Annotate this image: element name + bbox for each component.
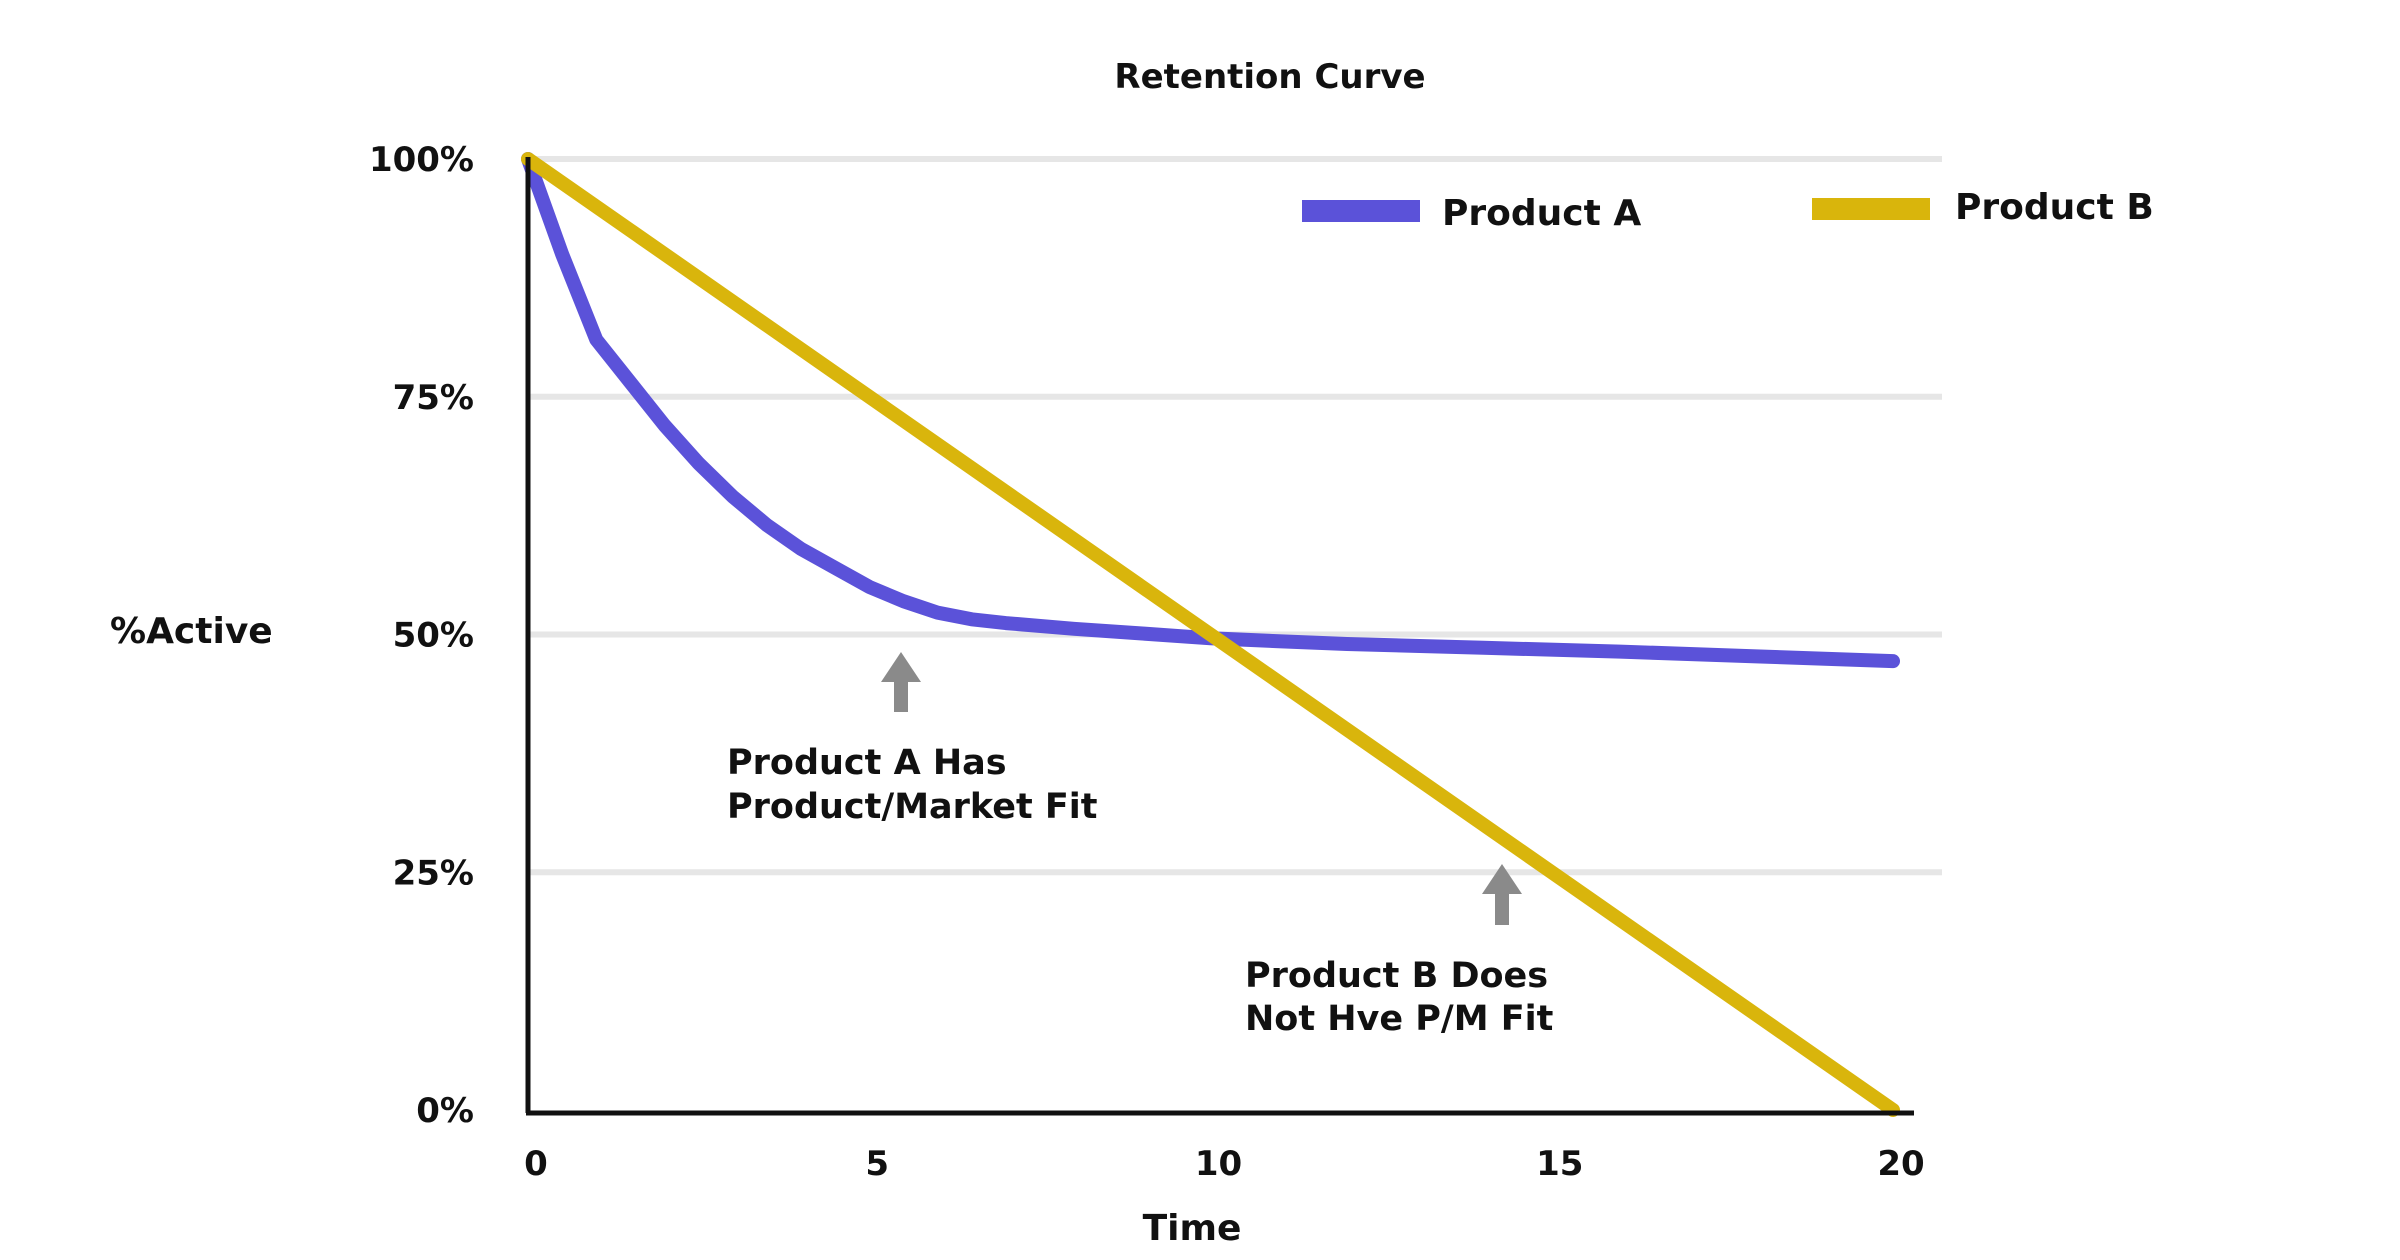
series-line-product-b	[521, 152, 1900, 1117]
annotation-product-a-line-2: Product/Market Fit	[727, 787, 1098, 827]
series-lines	[521, 152, 1900, 1117]
x-tick-label-5: 5	[865, 1144, 889, 1184]
legend-swatch-product-b	[1812, 198, 1930, 220]
y-tick-label-25: 25%	[393, 853, 474, 893]
annotations: Product A Has Product/Market Fit Product…	[727, 652, 1553, 1039]
y-axis-title: %Active	[110, 611, 273, 652]
y-tick-label-0: 0%	[416, 1091, 474, 1131]
gridlines	[526, 156, 1942, 876]
annotation-product-b-line-2: Not Hve P/M Fit	[1245, 999, 1553, 1039]
tick-labels: 0% 25% 50% 75% 100% 0 5 10 15 20	[369, 140, 1925, 1184]
x-tick-label-15: 15	[1536, 1144, 1583, 1184]
y-tick-label-75: 75%	[393, 378, 474, 418]
x-tick-label-10: 10	[1195, 1144, 1242, 1184]
annotation-arrow-product-a	[881, 652, 921, 712]
x-tick-label-20: 20	[1877, 1144, 1924, 1184]
chart-title: Retention Curve	[1114, 57, 1425, 97]
x-axis-title: Time	[1143, 1208, 1242, 1249]
x-tick-label-0: 0	[524, 1144, 548, 1184]
series-line-product-a	[521, 152, 1900, 669]
annotation-arrow-product-b	[1482, 864, 1522, 925]
annotation-product-a-line-1: Product A Has	[727, 743, 1007, 783]
legend-swatch-product-a	[1302, 200, 1420, 222]
annotation-product-b-line-1: Product B Does	[1245, 956, 1548, 996]
y-tick-label-100: 100%	[369, 140, 474, 180]
legend-label-product-a: Product A	[1442, 193, 1641, 234]
axes	[525, 157, 1914, 1116]
legend: Product A Product B	[1302, 187, 2154, 234]
y-tick-label-50: 50%	[393, 616, 474, 656]
legend-label-product-b: Product B	[1955, 187, 2154, 228]
